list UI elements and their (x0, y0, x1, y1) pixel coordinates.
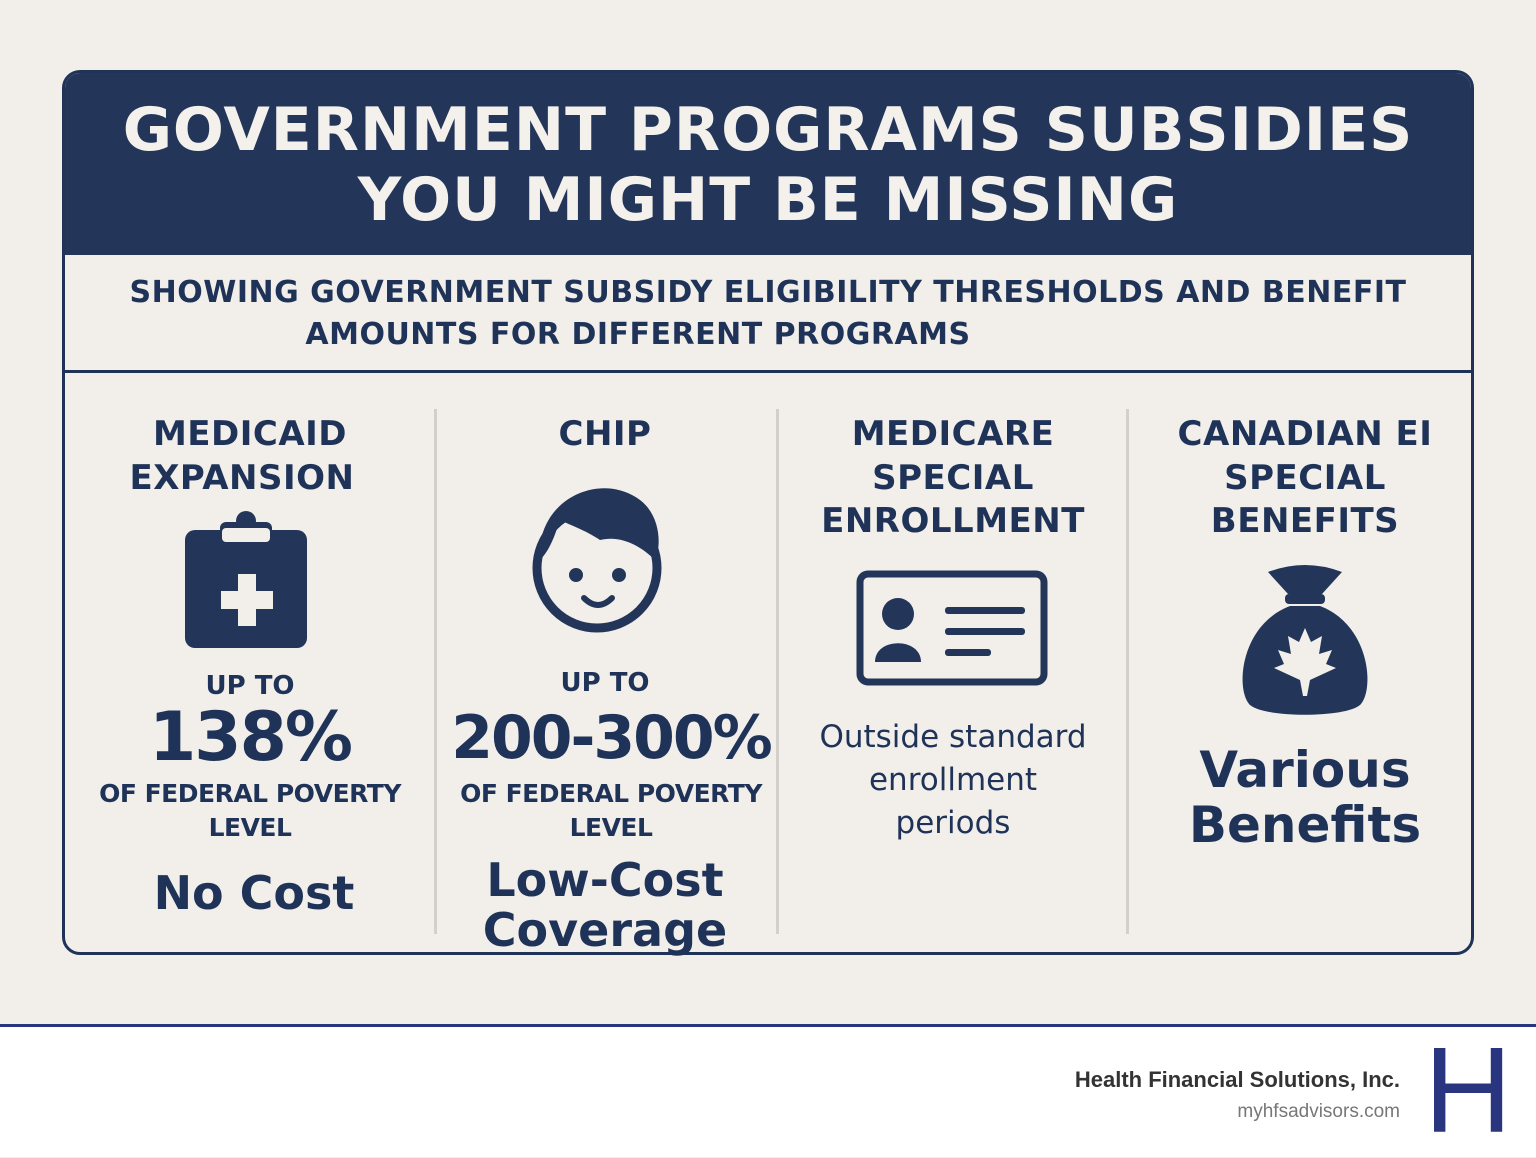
threshold-note: LEVEL (208, 813, 292, 842)
description: periods (895, 805, 1011, 841)
threshold-note: OF FEDERAL POVERTY (99, 779, 401, 808)
title: GOVERNMENT PROGRAMS SUBSIDIES (122, 95, 1414, 165)
column-divider (434, 409, 437, 934)
program-title: MEDICAID (152, 414, 348, 454)
header-band (65, 73, 1471, 255)
column-divider (1126, 409, 1129, 934)
footer: Health Financial Solutions, Inc. myhfsad… (0, 1024, 1536, 1157)
subtitle: AMOUNTS FOR DIFFERENT PROGRAMS (305, 317, 971, 352)
threshold-note: OF FEDERAL POVERTY (460, 779, 762, 808)
benefit: Coverage (482, 903, 728, 957)
id-card-icon (856, 570, 1048, 686)
card: GOVERNMENT PROGRAMS SUBSIDIES YOU MIGHT … (62, 70, 1474, 955)
logo: H (1424, 1022, 1513, 1158)
program-title: SPECIAL (1224, 458, 1386, 498)
subtitle: SHOWING GOVERNMENT SUBSIDY ELIGIBILITY T… (129, 275, 1407, 310)
column-divider (776, 409, 779, 934)
website-url: myhfsadvisors.com (1237, 1101, 1400, 1122)
threshold-lead: UP TO (205, 671, 295, 701)
threshold-figure: 138% (148, 698, 353, 777)
title: YOU MIGHT BE MISSING (357, 165, 1179, 235)
benefit: No Cost (153, 866, 355, 920)
program-title: ENROLLMENT (821, 501, 1085, 541)
money-bag-icon (1242, 565, 1368, 715)
divider (65, 370, 1471, 373)
company-name: Health Financial Solutions, Inc. (1074, 1067, 1400, 1092)
threshold-note: LEVEL (569, 813, 653, 842)
benefit: Low-Cost (486, 853, 724, 907)
threshold-figure: 200-300% (451, 703, 773, 773)
benefit: Various (1199, 741, 1411, 799)
program-title: SPECIAL (872, 458, 1034, 498)
program-title: MEDICARE (851, 414, 1055, 454)
threshold-lead: UP TO (560, 668, 650, 698)
description: enrollment (868, 762, 1038, 798)
program-title: EXPANSION (129, 458, 355, 498)
description: Outside standard (819, 719, 1087, 755)
benefit: Benefits (1188, 796, 1422, 854)
clipboard-icon (185, 511, 307, 648)
program-title: BENEFITS (1210, 501, 1400, 541)
program-title: CANADIAN EI (1177, 414, 1433, 454)
program-title: CHIP (558, 414, 652, 454)
child-icon (532, 488, 662, 633)
